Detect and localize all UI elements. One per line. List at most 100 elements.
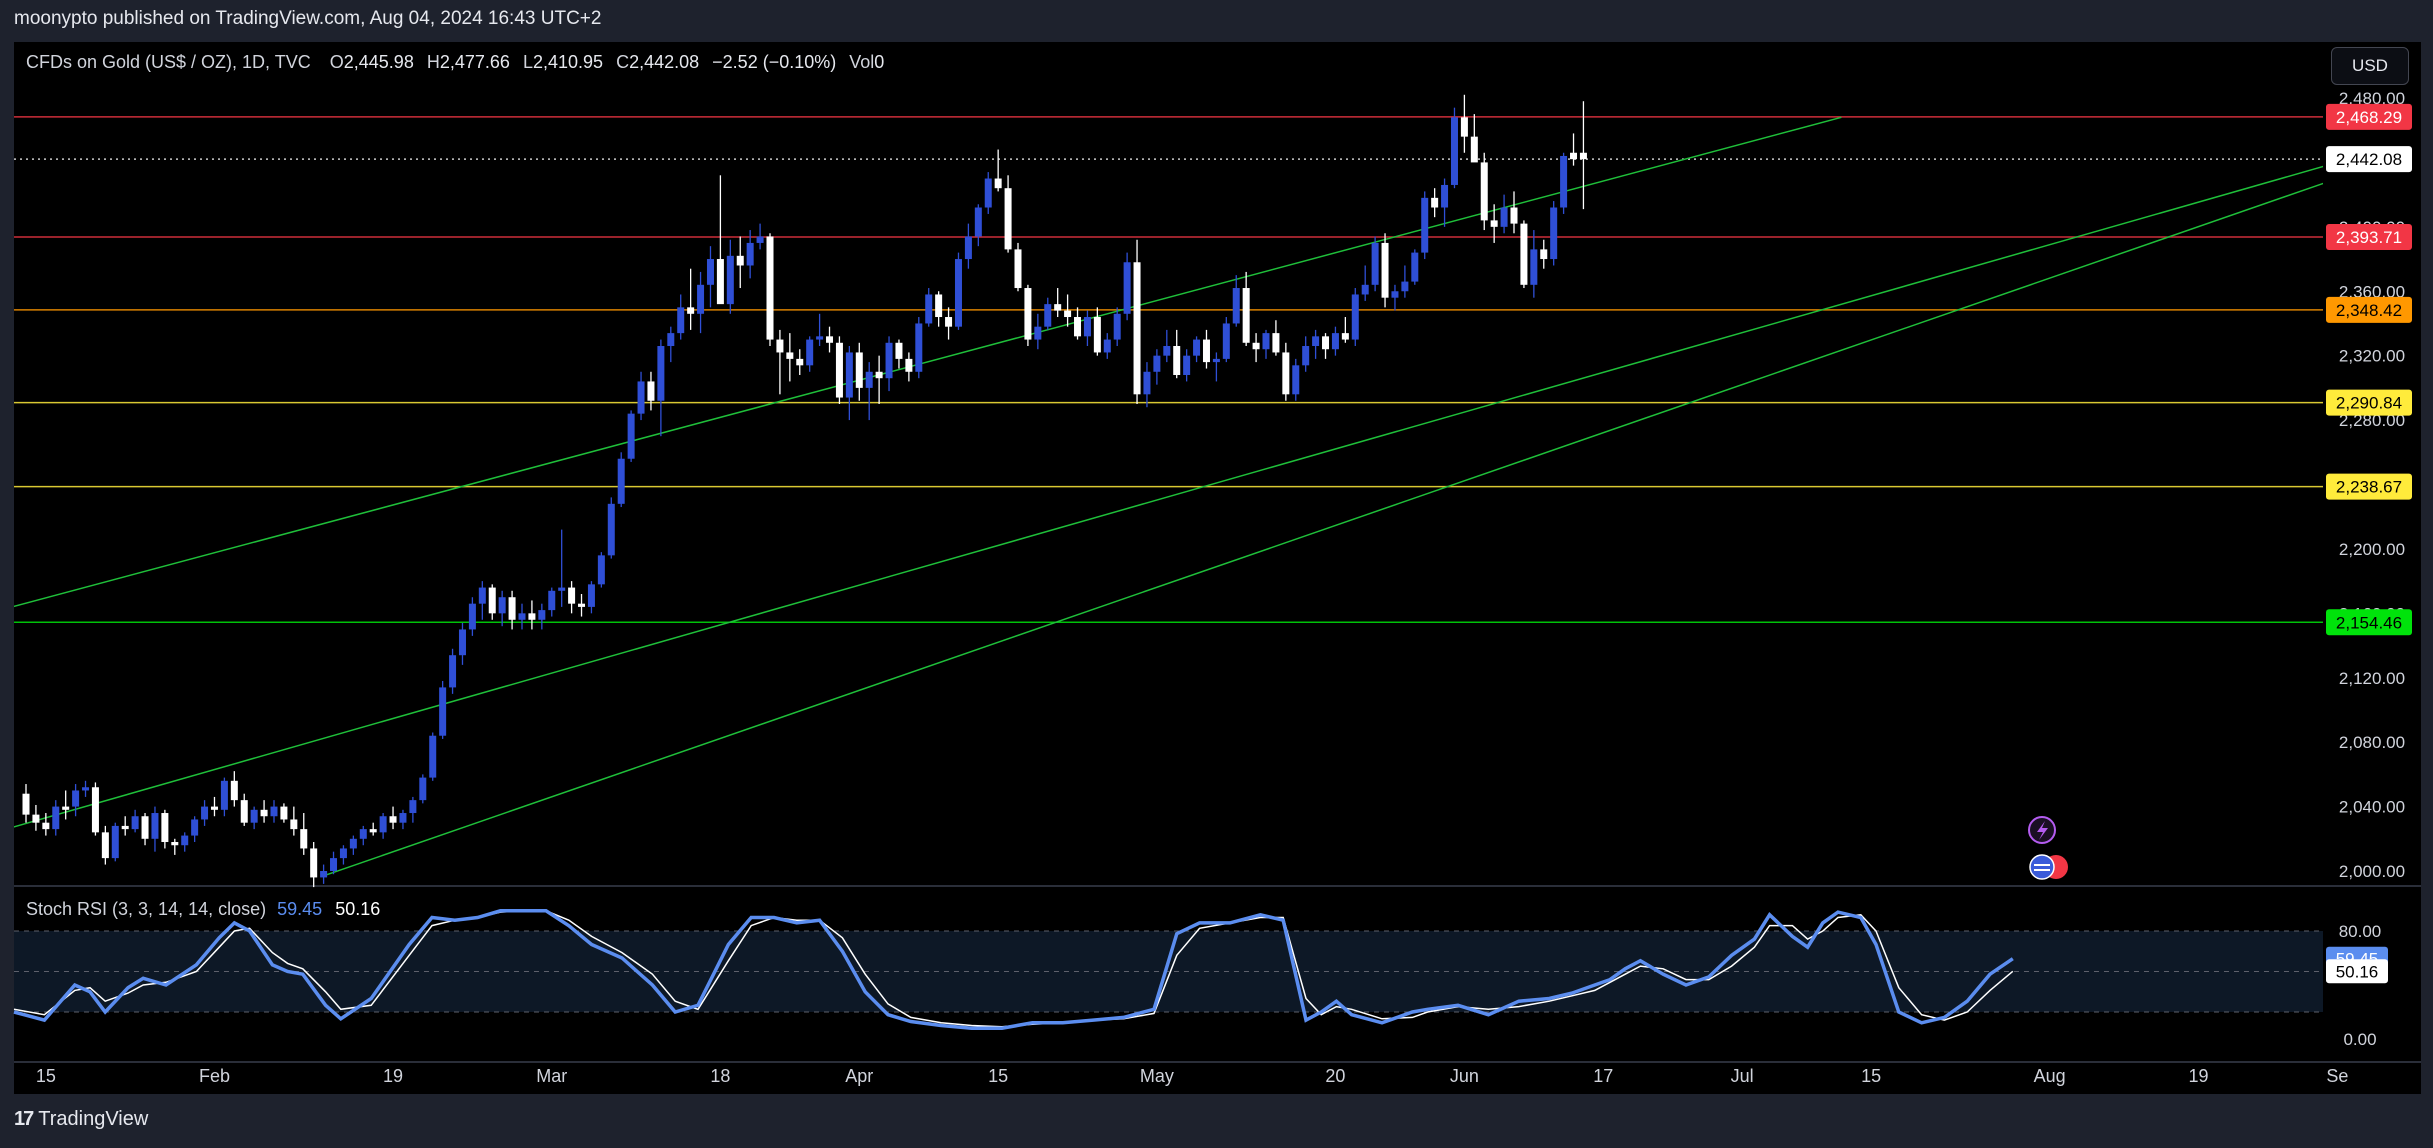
candle-body[interactable] — [161, 813, 169, 843]
candle-body[interactable] — [984, 178, 992, 208]
candle-body[interactable] — [1153, 355, 1161, 372]
candle-body[interactable] — [855, 352, 863, 388]
candle-body[interactable] — [826, 336, 834, 343]
candle-body[interactable] — [32, 814, 40, 823]
candle-body[interactable] — [260, 809, 268, 817]
candle-body[interactable] — [280, 806, 288, 820]
candle-body[interactable] — [806, 339, 814, 366]
candle-body[interactable] — [310, 848, 318, 878]
candle-body[interactable] — [1083, 317, 1091, 337]
candle-body[interactable] — [468, 603, 476, 630]
candle-body[interactable] — [1560, 155, 1568, 208]
candle-body[interactable] — [568, 587, 576, 604]
candle-body[interactable] — [1480, 162, 1488, 221]
candle-body[interactable] — [667, 333, 675, 347]
candle-body[interactable] — [607, 503, 615, 556]
candle-body[interactable] — [796, 358, 804, 366]
candle-body[interactable] — [300, 829, 308, 849]
candle-body[interactable] — [766, 236, 774, 340]
candle-body[interactable] — [1579, 152, 1587, 160]
candle-body[interactable] — [726, 255, 734, 305]
stoch-rsi-legend[interactable]: Stoch RSI (3, 3, 14, 14, close) 59.45 50… — [26, 899, 380, 920]
candle-body[interactable] — [498, 597, 506, 614]
candle-body[interactable] — [1510, 207, 1518, 224]
candle-body[interactable] — [905, 358, 913, 372]
candle-body[interactable] — [1272, 333, 1280, 353]
candle-body[interactable] — [1143, 371, 1151, 395]
candle-body[interactable] — [716, 259, 724, 305]
candle-body[interactable] — [141, 816, 149, 839]
candle-body[interactable] — [627, 413, 635, 459]
candle-body[interactable] — [1004, 188, 1012, 250]
candle-body[interactable] — [538, 610, 546, 620]
candle-body[interactable] — [1401, 281, 1409, 292]
candle-body[interactable] — [449, 655, 457, 688]
candle-body[interactable] — [1123, 262, 1131, 314]
stoch-k-line[interactable] — [13, 909, 2014, 1030]
candle-body[interactable] — [845, 352, 853, 398]
candle-body[interactable] — [1500, 207, 1508, 227]
candle-body[interactable] — [1361, 284, 1369, 295]
candle-body[interactable] — [111, 825, 119, 859]
candle-body[interactable] — [478, 587, 486, 604]
candle-body[interactable] — [1113, 313, 1121, 340]
candle-body[interactable] — [548, 590, 556, 611]
candle-body[interactable] — [587, 584, 595, 607]
candle-body[interactable] — [1411, 252, 1419, 282]
candle-body[interactable] — [508, 597, 516, 620]
candle-body[interactable] — [1093, 317, 1101, 353]
candle-body[interactable] — [1371, 242, 1379, 285]
candle-body[interactable] — [1302, 346, 1310, 366]
candle-body[interactable] — [1322, 336, 1330, 350]
candle-body[interactable] — [706, 259, 714, 285]
us-flag-icon[interactable] — [2029, 854, 2055, 880]
candle-body[interactable] — [349, 838, 357, 849]
candle-body[interactable] — [1074, 317, 1082, 337]
candle-body[interactable] — [399, 813, 407, 823]
candle-body[interactable] — [756, 236, 764, 243]
candle-body[interactable] — [439, 687, 447, 736]
candle-body[interactable] — [201, 806, 209, 820]
candle-body[interactable] — [1391, 291, 1399, 298]
candle-body[interactable] — [1292, 365, 1300, 395]
candle-body[interactable] — [131, 816, 139, 830]
candle-body[interactable] — [746, 242, 754, 266]
candle-body[interactable] — [687, 307, 695, 314]
candle-body[interactable] — [151, 813, 159, 839]
candle-body[interactable] — [82, 787, 90, 791]
candle-body[interactable] — [1163, 346, 1171, 356]
candle-body[interactable] — [270, 806, 278, 817]
candle-body[interactable] — [1441, 184, 1449, 208]
candle-body[interactable] — [121, 825, 129, 830]
candle-body[interactable] — [42, 822, 50, 830]
candle-body[interactable] — [409, 800, 417, 814]
candle-body[interactable] — [1193, 339, 1201, 356]
candle-body[interactable] — [339, 848, 347, 859]
candle-body[interactable] — [230, 780, 238, 801]
candle-body[interactable] — [250, 809, 258, 823]
candle-body[interactable] — [1381, 242, 1389, 298]
candle-body[interactable] — [885, 342, 893, 379]
candle-body[interactable] — [1450, 117, 1458, 185]
candle-body[interactable] — [91, 787, 99, 833]
candle-body[interactable] — [647, 381, 655, 401]
candle-body[interactable] — [330, 858, 338, 871]
candle-body[interactable] — [1490, 220, 1498, 227]
candle-body[interactable] — [597, 555, 605, 585]
candle-body[interactable] — [52, 806, 60, 830]
candle-body[interactable] — [1282, 352, 1290, 395]
candle-body[interactable] — [62, 806, 70, 810]
candle-body[interactable] — [210, 806, 218, 810]
candle-body[interactable] — [1212, 358, 1220, 363]
candle-body[interactable] — [1024, 288, 1032, 340]
candle-body[interactable] — [1064, 310, 1072, 318]
candle-body[interactable] — [488, 587, 496, 614]
candle-body[interactable] — [816, 336, 824, 340]
candle-body[interactable] — [1550, 207, 1558, 260]
candle-body[interactable] — [101, 832, 109, 859]
candle-body[interactable] — [617, 458, 625, 504]
candle-body[interactable] — [528, 613, 536, 620]
candle-body[interactable] — [935, 294, 943, 318]
candle-body[interactable] — [320, 871, 328, 878]
